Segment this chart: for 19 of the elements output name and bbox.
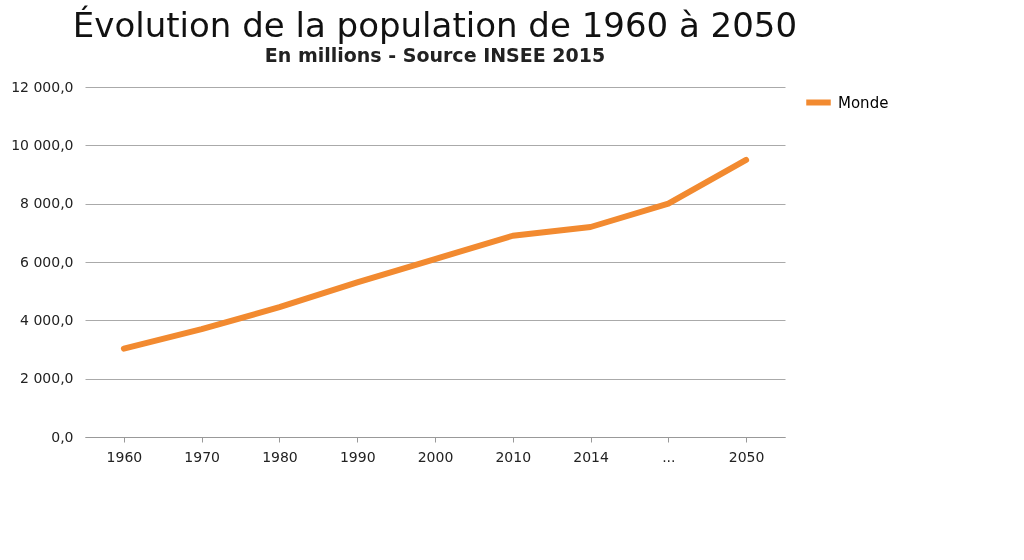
x-tick-label: 2050 bbox=[728, 448, 765, 465]
x-tick-label: 1960 bbox=[106, 448, 143, 465]
y-tick-label: 2 000,0 bbox=[20, 370, 74, 387]
x-tick-label: ... bbox=[662, 448, 676, 465]
y-tick-label: 12 000,0 bbox=[11, 78, 74, 95]
y-tick-label: 8 000,0 bbox=[20, 195, 74, 212]
y-tick-label: 6 000,0 bbox=[20, 253, 74, 270]
x-tick-label: 1990 bbox=[339, 448, 376, 465]
x-tick-label: 2010 bbox=[495, 448, 532, 465]
x-tick-label: 1970 bbox=[184, 448, 220, 465]
x-tick-label: 2014 bbox=[573, 448, 609, 465]
x-tick-label: 2000 bbox=[417, 448, 454, 465]
x-tick-label: 1980 bbox=[262, 448, 298, 465]
y-tick-label: 0,0 bbox=[51, 428, 74, 445]
chart-title: Évolution de la population de 1960 à 2050 bbox=[72, 5, 798, 45]
chart-subtitle: En millions - Source INSEE 2015 bbox=[264, 44, 606, 66]
y-tick-label: 4 000,0 bbox=[20, 311, 74, 328]
legend-label: Monde bbox=[838, 93, 889, 112]
y-tick-label: 10 000,0 bbox=[11, 136, 74, 153]
